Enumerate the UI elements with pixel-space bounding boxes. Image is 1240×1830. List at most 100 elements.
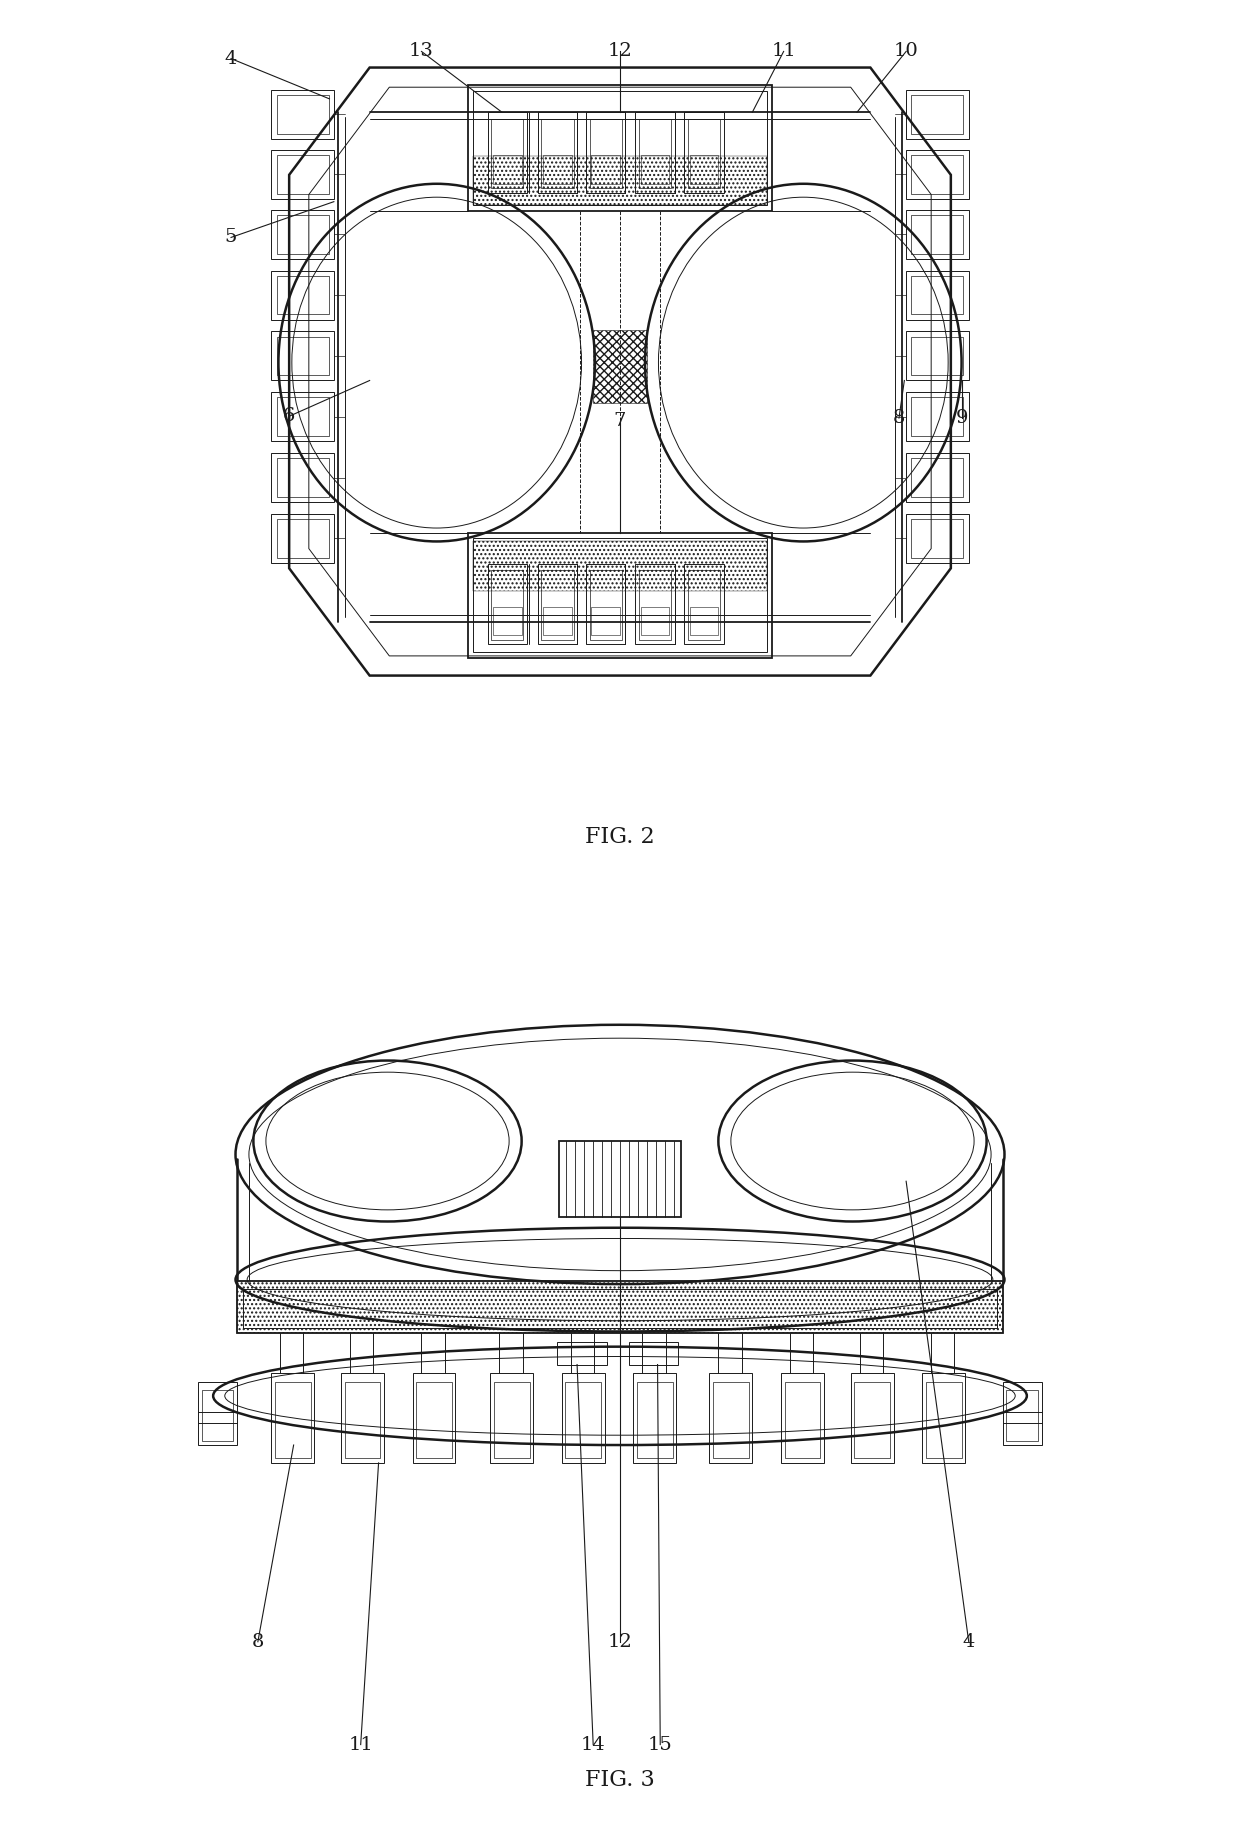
Bar <box>591 156 620 183</box>
Bar <box>341 1374 384 1462</box>
Text: 4: 4 <box>962 1632 975 1651</box>
Bar <box>923 1374 965 1462</box>
Bar <box>491 571 523 640</box>
Bar <box>487 564 527 644</box>
Bar <box>684 564 724 644</box>
Bar <box>474 538 766 651</box>
Bar <box>277 520 329 558</box>
Bar <box>781 1374 823 1462</box>
Bar <box>639 119 671 188</box>
Text: 4: 4 <box>224 49 237 68</box>
Text: 15: 15 <box>647 1735 672 1753</box>
Bar <box>688 119 720 188</box>
Text: 11: 11 <box>348 1735 373 1753</box>
Bar <box>911 216 963 254</box>
Bar <box>709 1374 753 1462</box>
Bar <box>558 1341 606 1365</box>
Bar <box>272 271 334 320</box>
Bar <box>688 571 720 640</box>
Bar <box>587 564 625 644</box>
Bar <box>785 1382 821 1459</box>
Bar <box>589 571 621 640</box>
Text: 13: 13 <box>409 42 434 60</box>
Text: 8: 8 <box>252 1632 264 1651</box>
Bar <box>277 458 329 496</box>
Bar <box>635 564 675 644</box>
Bar <box>634 1374 676 1462</box>
Bar <box>639 571 671 640</box>
Bar <box>467 86 773 210</box>
Bar <box>417 1382 451 1459</box>
Bar <box>906 90 968 139</box>
Bar <box>641 156 670 183</box>
Text: 12: 12 <box>608 1632 632 1651</box>
Bar <box>689 608 718 635</box>
Bar <box>713 1382 749 1459</box>
Text: 8: 8 <box>893 410 905 426</box>
Bar <box>593 329 647 403</box>
Bar <box>277 216 329 254</box>
Text: 12: 12 <box>608 42 632 60</box>
Bar <box>275 1382 310 1459</box>
Bar <box>906 392 968 441</box>
Bar <box>926 1382 961 1459</box>
Bar <box>635 112 675 192</box>
Bar <box>272 1374 314 1462</box>
Bar <box>467 533 773 657</box>
Bar <box>906 271 968 320</box>
Bar <box>911 276 963 315</box>
Bar <box>911 520 963 558</box>
Bar <box>277 276 329 315</box>
Text: 14: 14 <box>580 1735 605 1753</box>
Text: 5: 5 <box>224 229 237 247</box>
Bar <box>911 397 963 436</box>
Bar <box>562 1374 605 1462</box>
Bar <box>277 95 329 134</box>
Bar <box>587 112 625 192</box>
Bar <box>565 1382 601 1459</box>
Bar <box>272 392 334 441</box>
Text: 9: 9 <box>955 410 968 426</box>
Bar <box>272 514 334 564</box>
Text: 11: 11 <box>771 42 796 60</box>
Bar <box>474 156 766 205</box>
Bar <box>911 95 963 134</box>
Bar <box>277 156 329 194</box>
Bar <box>911 156 963 194</box>
Text: 6: 6 <box>283 408 295 425</box>
Bar <box>243 1288 997 1329</box>
Bar <box>911 337 963 375</box>
Bar <box>474 542 766 591</box>
Bar <box>906 452 968 501</box>
Bar <box>641 608 670 635</box>
Bar <box>559 1142 681 1217</box>
Bar <box>490 1374 533 1462</box>
Bar <box>542 119 574 188</box>
Bar <box>854 1382 890 1459</box>
Bar <box>538 112 577 192</box>
Bar <box>272 210 334 258</box>
Bar <box>851 1374 894 1462</box>
Bar <box>629 1341 678 1365</box>
Bar <box>1007 1389 1038 1442</box>
Bar <box>906 210 968 258</box>
Bar <box>538 564 577 644</box>
Bar <box>494 608 522 635</box>
Bar <box>911 458 963 496</box>
Bar <box>272 452 334 501</box>
Bar <box>237 1281 1003 1334</box>
Bar <box>906 514 968 564</box>
Bar <box>906 150 968 199</box>
Bar <box>543 156 572 183</box>
Text: 7: 7 <box>614 412 626 430</box>
Text: FIG. 2: FIG. 2 <box>585 825 655 847</box>
Bar <box>413 1374 455 1462</box>
Bar <box>487 112 527 192</box>
Text: FIG. 3: FIG. 3 <box>585 1770 655 1792</box>
Bar <box>589 119 621 188</box>
Bar <box>198 1382 237 1446</box>
Bar <box>591 608 620 635</box>
Bar <box>277 397 329 436</box>
Bar <box>543 608 572 635</box>
Bar <box>637 1382 673 1459</box>
